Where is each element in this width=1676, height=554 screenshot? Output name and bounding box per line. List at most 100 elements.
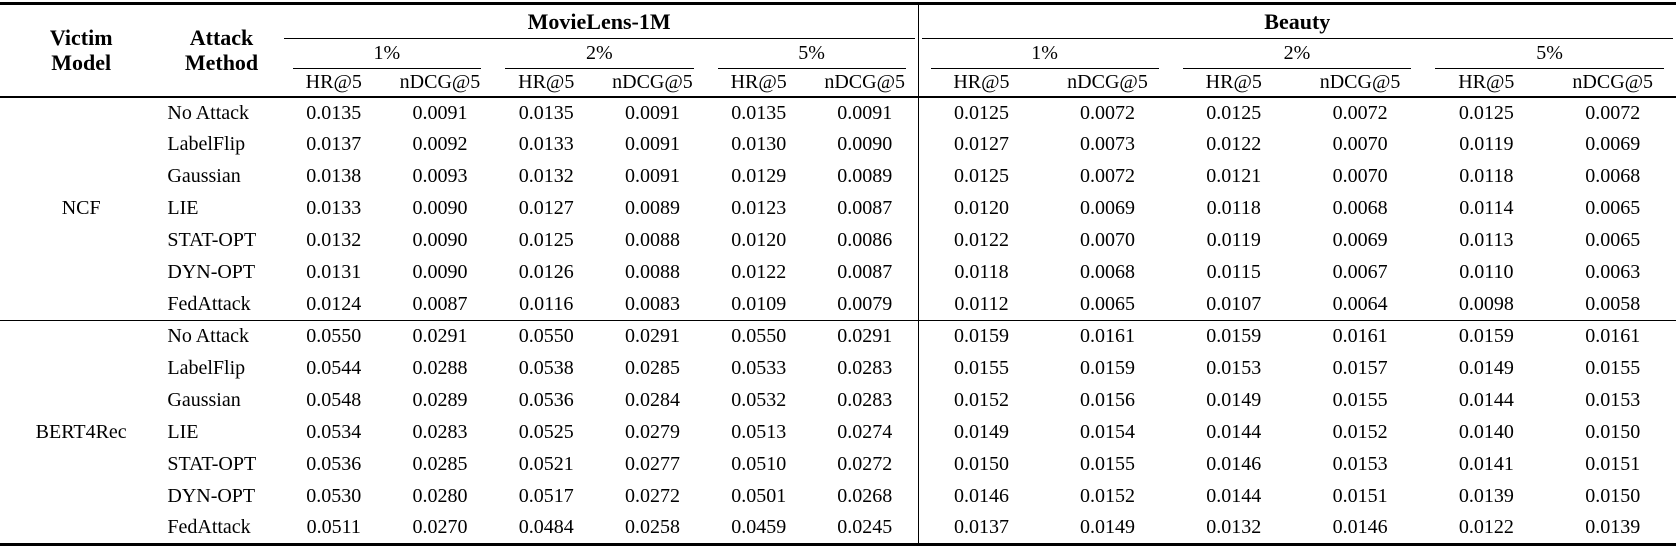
metric-value-cell: 0.0155 <box>917 352 1045 385</box>
col-header-ratio: 5% <box>1423 39 1676 69</box>
metric-value-cell: 0.0149 <box>1206 389 1262 411</box>
metric-value-cell: 0.0120 <box>917 192 1045 225</box>
metric-value-cell: 0.0131 <box>306 261 362 283</box>
metric-value-cell: 0.0132 <box>306 229 362 251</box>
table-row: DYN-OPT 0.0530 0.0280 0.0517 0.0272 0.0501 0.0… <box>0 480 1676 513</box>
metric-value-cell: 0.0125 <box>1458 101 1514 124</box>
col-header-metric: HR@5 <box>1170 68 1297 98</box>
attack-method-cell: LIE <box>167 421 199 443</box>
metric-value-cell: 0.0091 <box>624 101 680 124</box>
metric-value-cell: 0.0086 <box>837 229 893 251</box>
metric-value-cell: 0.0087 <box>412 292 468 315</box>
metric-value-cell: 0.0268 <box>837 485 893 507</box>
attack-header-line2: Method <box>184 50 259 76</box>
metric-value-cell: 0.0258 <box>624 516 680 539</box>
metric-value-cell: 0.0270 <box>412 516 468 539</box>
metric-value-cell: 0.0285 <box>624 357 680 379</box>
metric-value-cell: 0.0065 <box>1080 292 1135 315</box>
metric-value-cell: 0.0113 <box>1459 229 1514 251</box>
attack-method-cell: Gaussian <box>167 165 241 187</box>
metric-value-cell: 0.0272 <box>837 453 893 475</box>
table-row: FedAttack 0.0511 0.0270 0.0484 0.0258 0.0459 0… <box>0 512 1676 545</box>
metric-value-cell: 0.0151 <box>1585 453 1641 475</box>
table-row: LabelFlip 0.0544 0.0288 0.0538 0.0285 0.0533 0… <box>0 352 1676 385</box>
table-row: LabelFlip 0.0137 0.0092 0.0133 0.0091 0.0130 0… <box>0 128 1676 161</box>
metric-value-cell: 0.0291 <box>386 320 494 353</box>
metric-value-cell: 0.0087 <box>837 261 893 283</box>
table-row: NCF No Attack 0.0135 0.0091 0.0135 0.0091 0.01… <box>0 96 1676 219</box>
metric-value-cell: 0.0149 <box>917 416 1045 449</box>
table-row: Gaussian 0.0548 0.0289 0.0536 0.0284 0.0532 0.… <box>0 384 1676 417</box>
metric-value-cell: 0.0090 <box>412 229 468 251</box>
metric-value-cell: 0.0548 <box>306 389 362 411</box>
attack-method-cell: No Attack <box>167 101 250 124</box>
col-header-ratio: 1% <box>917 38 1171 69</box>
metric-value-cell: 0.0159 <box>917 320 1045 353</box>
metric-value-cell: 0.0150 <box>1585 485 1641 507</box>
metric-value-cell: 0.0064 <box>1332 292 1388 315</box>
attack-method-cell: DYN-OPT <box>167 261 256 283</box>
metric-value-cell: 0.0124 <box>306 292 362 315</box>
metric-value-cell: 0.0137 <box>917 512 1045 545</box>
metric-value-cell: 0.0116 <box>519 292 574 315</box>
table-row: BERT4Rec No Attack 0.0550 0.0291 0.0550 0.029… <box>0 320 1676 545</box>
col-header-metric: nDCG@5 <box>1296 68 1424 98</box>
metric-value-cell: 0.0152 <box>917 384 1045 417</box>
metric-value-cell: 0.0121 <box>1206 165 1262 187</box>
metric-value-cell: 0.0063 <box>1585 261 1641 283</box>
metric-value-cell: 0.0135 <box>518 101 574 124</box>
attack-method-cell: STAT-OPT <box>167 229 257 251</box>
metric-value-cell: 0.0538 <box>518 357 574 379</box>
metric-value-cell: 0.0511 <box>306 516 361 539</box>
metric-value-cell: 0.0127 <box>518 197 574 219</box>
metric-value-cell: 0.0065 <box>1585 229 1641 251</box>
metric-value-cell: 0.0550 <box>705 320 812 353</box>
attack-method-cell: FedAttack <box>167 516 251 539</box>
table-body: NCF No Attack 0.0135 0.0091 0.0135 0.0091 0.01… <box>0 96 1676 545</box>
metric-value-cell: 0.0090 <box>412 261 468 283</box>
metric-value-cell: 0.0284 <box>624 389 680 411</box>
metric-value-cell: 0.0135 <box>306 101 362 124</box>
metric-value-cell: 0.0153 <box>1585 389 1641 411</box>
col-header-metric: nDCG@5 <box>386 68 494 98</box>
table-row: STAT-OPT 0.0536 0.0285 0.0521 0.0277 0.0510 0.… <box>0 448 1676 481</box>
metric-value-cell: 0.0146 <box>1206 453 1262 475</box>
metric-value-cell: 0.0139 <box>1458 485 1514 507</box>
metric-value-cell: 0.0132 <box>518 165 574 187</box>
metric-value-cell: 0.0245 <box>837 516 893 539</box>
metric-value-cell: 0.0098 <box>1458 292 1514 315</box>
metric-value-cell: 0.0484 <box>518 516 574 539</box>
metric-value-cell: 0.0159 <box>1170 320 1297 353</box>
col-header-dataset-beauty: Beauty <box>917 3 1676 39</box>
victim-header-line1: Victim <box>49 24 113 50</box>
metric-value-cell: 0.0521 <box>518 453 574 475</box>
metric-value-cell: 0.0089 <box>624 197 680 219</box>
metric-value-cell: 0.0123 <box>731 197 787 219</box>
metric-value-cell: 0.0157 <box>1332 357 1388 379</box>
metric-value-cell: 0.0152 <box>1080 485 1135 507</box>
metric-value-cell: 0.0118 <box>917 256 1045 289</box>
metric-value-cell: 0.0150 <box>917 448 1045 481</box>
metric-value-cell: 0.0151 <box>1332 485 1388 507</box>
metric-value-cell: 0.0120 <box>731 229 787 251</box>
metric-value-cell: 0.0156 <box>1080 389 1135 411</box>
attack-method-cell: LIE <box>167 197 199 219</box>
attack-method-cell: STAT-OPT <box>167 453 257 475</box>
metric-value-cell: 0.0090 <box>837 133 893 155</box>
metric-value-cell: 0.0285 <box>412 453 468 475</box>
metric-value-cell: 0.0122 <box>731 261 787 283</box>
metric-value-cell: 0.0146 <box>1332 516 1388 539</box>
metric-value-cell: 0.0280 <box>412 485 468 507</box>
metric-value-cell: 0.0091 <box>412 101 468 124</box>
header-row-metrics: HR@5 nDCG@5 HR@5 nDCG@5 HR@5 nDCG@5 HR@5… <box>0 68 1676 98</box>
metric-value-cell: 0.0144 <box>1206 485 1262 507</box>
metric-value-cell: 0.0138 <box>306 165 362 187</box>
metric-value-cell: 0.0137 <box>306 133 362 155</box>
table-row: LIE 0.0133 0.0090 0.0127 0.0089 0.0123 0.0087 0… <box>0 192 1676 225</box>
metric-value-cell: 0.0144 <box>1206 421 1262 443</box>
metric-value-cell: 0.0274 <box>837 421 893 443</box>
metric-value-cell: 0.0091 <box>624 165 680 187</box>
metric-value-cell: 0.0122 <box>1206 133 1262 155</box>
metric-value-cell: 0.0149 <box>1458 357 1514 379</box>
metric-value-cell: 0.0161 <box>1549 320 1676 353</box>
